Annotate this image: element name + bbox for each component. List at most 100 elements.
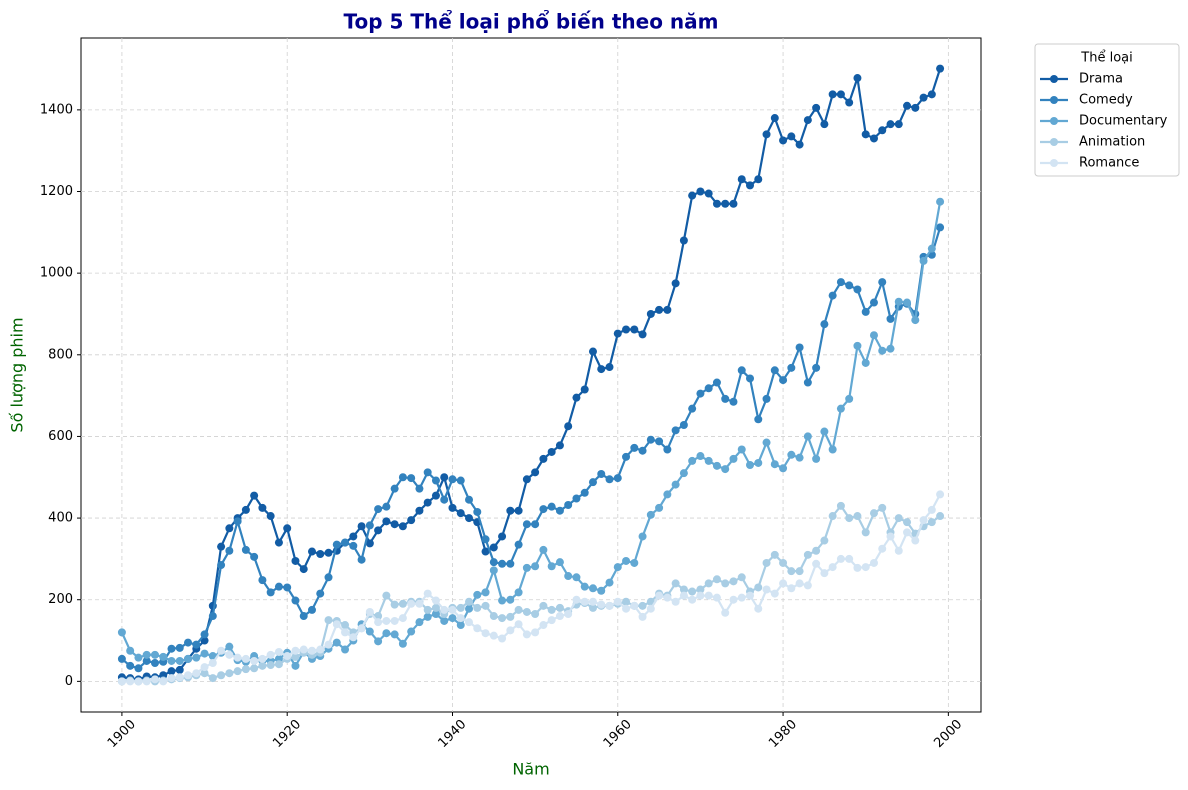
data-point bbox=[200, 649, 209, 658]
data-point bbox=[836, 90, 845, 99]
data-point bbox=[795, 567, 804, 576]
data-point bbox=[274, 647, 283, 656]
data-point bbox=[539, 505, 548, 514]
data-point bbox=[506, 595, 515, 604]
data-point bbox=[704, 189, 713, 198]
data-point bbox=[679, 469, 688, 478]
data-point bbox=[770, 114, 779, 123]
data-point bbox=[622, 452, 631, 461]
data-point bbox=[762, 394, 771, 403]
data-point bbox=[646, 510, 655, 519]
data-point bbox=[217, 671, 226, 680]
data-point bbox=[440, 616, 449, 625]
y-tick-label: 0 bbox=[65, 674, 73, 689]
data-point bbox=[671, 579, 680, 588]
data-point bbox=[572, 494, 581, 503]
data-point bbox=[696, 591, 705, 600]
data-point bbox=[878, 544, 887, 553]
data-point bbox=[250, 552, 259, 561]
data-point bbox=[655, 591, 664, 600]
data-point bbox=[547, 447, 556, 456]
data-point bbox=[374, 637, 383, 646]
data-point bbox=[423, 612, 432, 621]
legend-marker bbox=[1050, 138, 1058, 146]
x-tick-label: 1900 bbox=[105, 717, 139, 751]
data-point bbox=[126, 677, 135, 686]
data-point bbox=[142, 677, 151, 686]
data-point bbox=[613, 329, 622, 338]
data-point bbox=[894, 297, 903, 306]
data-point bbox=[779, 136, 788, 145]
data-point bbox=[440, 473, 449, 482]
data-point bbox=[580, 488, 589, 497]
data-point bbox=[506, 612, 515, 621]
data-point bbox=[688, 404, 697, 413]
legend-title: Thể loại bbox=[1080, 51, 1132, 66]
data-point bbox=[465, 604, 474, 613]
data-point bbox=[324, 548, 333, 557]
data-point bbox=[746, 591, 755, 600]
data-point bbox=[307, 547, 316, 556]
data-point bbox=[820, 427, 829, 436]
data-point bbox=[630, 325, 639, 334]
data-point bbox=[704, 456, 713, 465]
data-point bbox=[398, 599, 407, 608]
data-point bbox=[762, 558, 771, 567]
data-point bbox=[737, 573, 746, 582]
data-point bbox=[869, 509, 878, 518]
data-point bbox=[407, 516, 416, 525]
data-point bbox=[440, 605, 449, 614]
data-point bbox=[390, 484, 399, 493]
data-point bbox=[266, 661, 275, 670]
data-point bbox=[382, 616, 391, 625]
data-point bbox=[737, 366, 746, 375]
data-point bbox=[126, 661, 135, 670]
data-point bbox=[555, 603, 564, 612]
data-point bbox=[564, 572, 573, 581]
data-point bbox=[828, 445, 837, 454]
data-point bbox=[456, 603, 465, 612]
y-tick-label: 1000 bbox=[40, 266, 73, 281]
y-axis-label: Số lượng phim bbox=[8, 317, 27, 432]
data-point bbox=[812, 103, 821, 112]
x-tick-label: 1980 bbox=[766, 717, 800, 751]
data-point bbox=[200, 630, 209, 639]
chart-title: Top 5 Thể loại phổ biến theo năm bbox=[343, 10, 718, 34]
data-point bbox=[836, 404, 845, 413]
data-point bbox=[514, 620, 523, 629]
data-point bbox=[498, 614, 507, 623]
data-point bbox=[456, 476, 465, 485]
data-point bbox=[258, 661, 267, 670]
data-point bbox=[828, 291, 837, 300]
data-point bbox=[324, 640, 333, 649]
data-point bbox=[820, 320, 829, 329]
data-point bbox=[721, 394, 730, 403]
data-point bbox=[291, 661, 300, 670]
data-point bbox=[737, 593, 746, 602]
data-point bbox=[539, 621, 548, 630]
data-point bbox=[233, 517, 242, 526]
data-point bbox=[919, 93, 928, 102]
data-point bbox=[266, 650, 275, 659]
data-point bbox=[638, 601, 647, 610]
data-point bbox=[836, 501, 845, 510]
data-point bbox=[622, 556, 631, 565]
data-point bbox=[498, 559, 507, 568]
data-point bbox=[688, 595, 697, 604]
data-point bbox=[712, 461, 721, 470]
data-point bbox=[175, 656, 184, 665]
data-point bbox=[150, 675, 159, 684]
data-point bbox=[167, 667, 176, 676]
y-tick-label: 200 bbox=[48, 592, 73, 607]
data-point bbox=[423, 498, 432, 507]
data-point bbox=[721, 199, 730, 208]
data-point bbox=[613, 563, 622, 572]
data-point bbox=[795, 343, 804, 352]
data-point bbox=[613, 474, 622, 483]
data-point bbox=[845, 514, 854, 523]
data-point bbox=[382, 591, 391, 600]
data-point bbox=[200, 669, 209, 678]
data-point bbox=[746, 374, 755, 383]
data-point bbox=[894, 120, 903, 129]
